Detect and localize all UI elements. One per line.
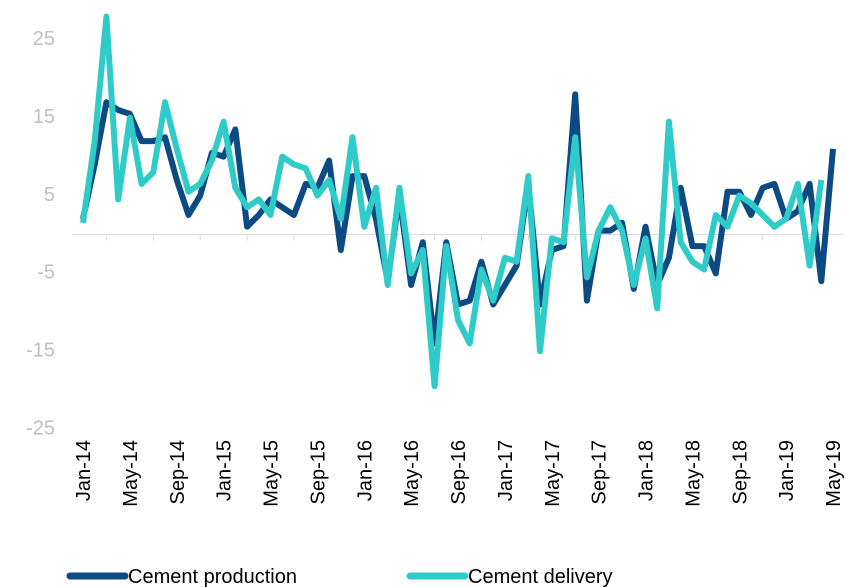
y-tick-label: -15 [26, 339, 55, 361]
x-tick-label: Jan-16 [354, 440, 376, 501]
legend-label: Cement delivery [468, 566, 613, 587]
x-tick-label: Sep-16 [448, 440, 470, 505]
x-tick-label: Sep-15 [307, 440, 329, 505]
series-line [80, 13, 825, 390]
y-tick-label: 25 [33, 28, 55, 50]
y-tick-label: -25 [26, 417, 55, 439]
x-tick-label: May-15 [261, 440, 283, 507]
x-tick-label: Jan-14 [73, 440, 95, 501]
legend-label: Cement production [128, 566, 297, 587]
y-tick-label: -5 [37, 262, 55, 284]
x-tick-label: Sep-14 [167, 440, 189, 505]
y-tick-label: 5 [44, 184, 55, 206]
x-tick-label: May-18 [682, 440, 704, 507]
x-tick-label: Jan-17 [495, 440, 517, 501]
x-tick-label: Sep-17 [589, 440, 611, 505]
x-tick-label: Jan-18 [636, 440, 658, 501]
x-tick-label: May-14 [120, 440, 142, 507]
x-tick-label: Jan-15 [214, 440, 236, 501]
x-tick-label: Sep-18 [729, 440, 751, 505]
x-tick-label: May-16 [401, 440, 423, 507]
x-tick-label: May-19 [823, 440, 845, 507]
x-tick-label: May-17 [542, 440, 564, 507]
x-tick-label: Jan-19 [776, 440, 798, 501]
y-tick-label: 15 [33, 106, 55, 128]
